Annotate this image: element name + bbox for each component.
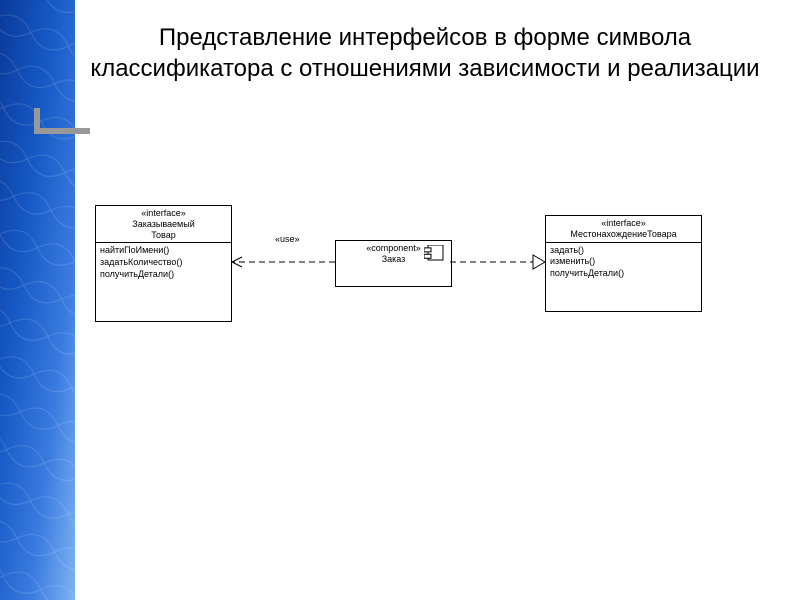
arrowhead	[232, 257, 242, 262]
uml-diagram: «use»	[0, 0, 800, 600]
slide: Представление интерфейсов в форме символ…	[0, 0, 800, 600]
arrowhead-triangle	[533, 255, 545, 269]
connector-label: «use»	[275, 234, 300, 244]
arrowhead	[232, 262, 242, 267]
